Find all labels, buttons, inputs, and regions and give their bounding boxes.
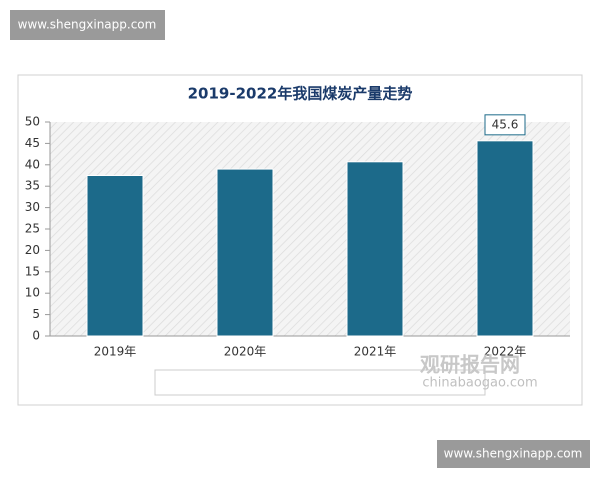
chart: 0510152025303540455045.6产量(亿吨)2019年2020年… xyxy=(25,114,570,390)
watermark: www.shengxinapp.com xyxy=(444,447,583,461)
bar xyxy=(346,161,404,337)
watermark-box xyxy=(437,440,590,468)
y-tick-label: 40 xyxy=(25,157,40,171)
chart-title: 2019-2022年我国煤炭产量走势 xyxy=(188,85,413,103)
watermark-box xyxy=(10,10,165,40)
x-tick-label: 2019年 xyxy=(94,345,137,359)
x-tick-label: 2020年 xyxy=(224,345,267,359)
watermark: www.shengxinapp.com xyxy=(18,18,157,32)
y-tick-label: 0 xyxy=(32,329,40,343)
y-tick-label: 25 xyxy=(25,222,40,236)
bar xyxy=(476,140,534,337)
y-tick-label: 45 xyxy=(25,136,40,150)
legend xyxy=(154,369,486,396)
y-tick-label: 5 xyxy=(32,307,40,321)
y-tick-label: 15 xyxy=(25,264,40,278)
y-tick-label: 20 xyxy=(25,243,40,257)
value-label-box xyxy=(484,114,526,136)
bar xyxy=(86,175,144,337)
y-tick-label: 10 xyxy=(25,286,40,300)
y-tick-label: 35 xyxy=(25,179,40,193)
watermark-brand-url: chinabaogao.com xyxy=(422,376,537,391)
value-label: 45.6 xyxy=(492,117,519,131)
x-tick-label: 2022年 xyxy=(484,345,527,359)
bar xyxy=(216,168,274,337)
y-tick-label: 30 xyxy=(25,200,40,214)
x-tick-label: 2021年 xyxy=(354,345,397,359)
watermark-brand: 观研报告网 xyxy=(420,353,520,377)
y-tick-label: 50 xyxy=(25,115,40,129)
